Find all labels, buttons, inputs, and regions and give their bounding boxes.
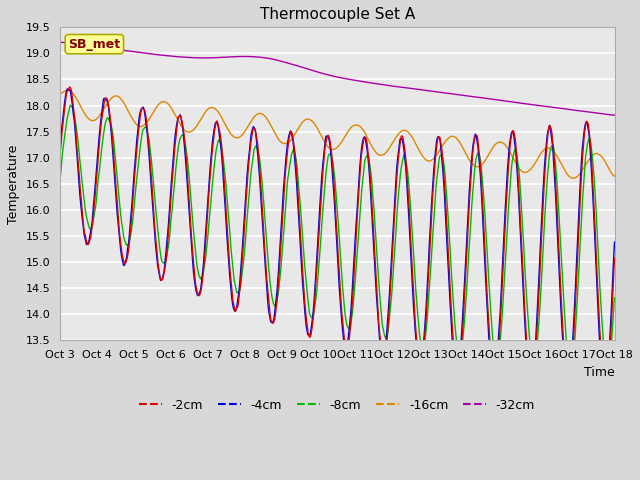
X-axis label: Time: Time <box>584 366 614 379</box>
-8cm <box>562 331 570 336</box>
-8cm <box>67 102 74 108</box>
Text: SB_met: SB_met <box>68 37 120 50</box>
-16cm <box>365 139 373 145</box>
-8cm <box>577 223 585 228</box>
-8cm <box>211 158 219 164</box>
-16cm <box>578 168 586 174</box>
Title: Thermocouple Set A: Thermocouple Set A <box>260 7 415 22</box>
-16cm <box>611 173 618 179</box>
Line: -2cm: -2cm <box>60 87 614 387</box>
-2cm <box>66 84 74 90</box>
-8cm <box>354 246 362 252</box>
-4cm <box>56 144 64 150</box>
-2cm <box>611 255 618 261</box>
-2cm <box>499 275 506 280</box>
-32cm <box>353 78 361 84</box>
-2cm <box>211 126 219 132</box>
-32cm <box>577 108 585 114</box>
-16cm <box>499 140 506 145</box>
-2cm <box>365 165 373 171</box>
-32cm <box>611 112 618 118</box>
-16cm <box>562 169 570 175</box>
Line: -4cm: -4cm <box>60 89 614 387</box>
-2cm <box>562 369 570 374</box>
-32cm <box>562 106 570 112</box>
-4cm <box>562 375 570 381</box>
-32cm <box>211 55 218 60</box>
-2cm <box>602 384 609 390</box>
-2cm <box>577 176 585 181</box>
Legend: -2cm, -4cm, -8cm, -16cm, -32cm: -2cm, -4cm, -8cm, -16cm, -32cm <box>134 394 540 417</box>
-4cm <box>611 239 618 245</box>
-8cm <box>56 175 64 181</box>
Line: -32cm: -32cm <box>60 42 614 115</box>
Line: -8cm: -8cm <box>60 105 614 368</box>
-32cm <box>56 39 64 45</box>
-32cm <box>499 98 506 104</box>
-4cm <box>564 384 572 390</box>
-8cm <box>499 305 506 311</box>
-4cm <box>499 260 506 265</box>
Line: -16cm: -16cm <box>60 90 614 178</box>
-4cm <box>365 173 373 179</box>
-4cm <box>64 86 72 92</box>
Y-axis label: Temperature: Temperature <box>7 144 20 224</box>
-4cm <box>578 158 586 164</box>
-2cm <box>354 210 362 216</box>
-8cm <box>604 365 612 371</box>
-4cm <box>211 122 219 128</box>
-32cm <box>365 80 373 85</box>
-2cm <box>56 149 64 155</box>
-8cm <box>611 295 618 300</box>
-4cm <box>354 201 362 207</box>
-16cm <box>56 91 64 96</box>
-16cm <box>64 87 72 93</box>
-16cm <box>570 175 577 181</box>
-8cm <box>365 160 373 166</box>
-16cm <box>211 106 219 111</box>
-16cm <box>354 122 362 128</box>
